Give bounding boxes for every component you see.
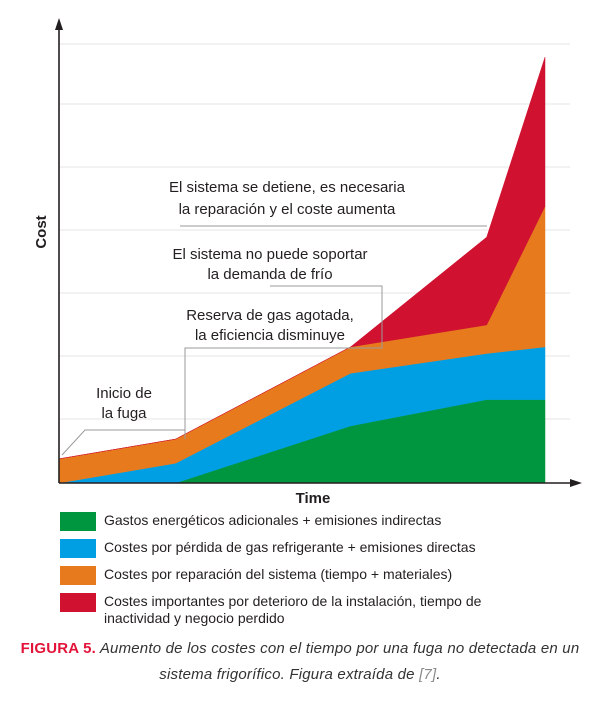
area-series xyxy=(58,57,546,460)
annotation-text: Reserva de gas agotada, xyxy=(186,307,354,324)
legend-swatch xyxy=(60,566,96,585)
legend-item: Costes por pérdida de gas refrigerante +… xyxy=(60,539,580,558)
annotation-text: la eficiencia disminuye xyxy=(195,327,345,344)
legend-label: Gastos energéticos adicionales + emision… xyxy=(104,512,442,528)
caption-text: Aumento de los costes con el tiempo por … xyxy=(96,640,580,683)
legend-label: Costes importantes por deterioro de la i… xyxy=(104,593,482,626)
y-axis-label: Cost xyxy=(33,215,50,248)
y-axis-arrow xyxy=(55,18,63,30)
annotations: Inicio de la fuga Reserva de gas agotada, l… xyxy=(61,179,487,456)
x-axis-label: Time xyxy=(296,490,331,507)
legend-item: Costes por reparación del sistema (tiemp… xyxy=(60,566,580,585)
legend-swatch xyxy=(60,593,96,612)
annotation-text: Inicio de xyxy=(96,385,152,402)
callout-line xyxy=(270,285,383,346)
annotation-text: la fuga xyxy=(101,405,147,422)
annotation-text: la reparación y el coste aumenta xyxy=(179,201,396,218)
x-axis-arrow xyxy=(570,479,582,487)
cost-chart: Cost Time Inicio de la fuga Reserva de gas… xyxy=(33,18,582,507)
caption-end: . xyxy=(436,666,441,683)
annotation-text: El sistema no puede soportar xyxy=(172,246,367,263)
grid-lines xyxy=(59,43,570,420)
legend-item: Gastos energéticos adicionales + emision… xyxy=(60,512,580,531)
legend: Gastos energéticos adicionales + emision… xyxy=(60,512,580,635)
legend-swatch xyxy=(60,512,96,531)
legend-swatch xyxy=(60,539,96,558)
figure-caption: FIGURA 5. Aumento de los costes con el t… xyxy=(8,636,592,688)
figure-label: FIGURA 5. xyxy=(20,640,97,657)
stacked-areas xyxy=(58,57,546,484)
annotation-text: la demanda de frío xyxy=(207,266,332,283)
annotation-text: El sistema se detiene, es necesaria xyxy=(169,179,406,196)
legend-item: Costes importantes por deterioro de la i… xyxy=(60,593,580,627)
legend-label: Costes por pérdida de gas refrigerante +… xyxy=(104,539,476,555)
legend-label: Costes por reparación del sistema (tiemp… xyxy=(104,566,453,582)
callout-line xyxy=(184,346,383,439)
caption-citation: [7] xyxy=(419,666,437,683)
axes xyxy=(55,18,582,487)
